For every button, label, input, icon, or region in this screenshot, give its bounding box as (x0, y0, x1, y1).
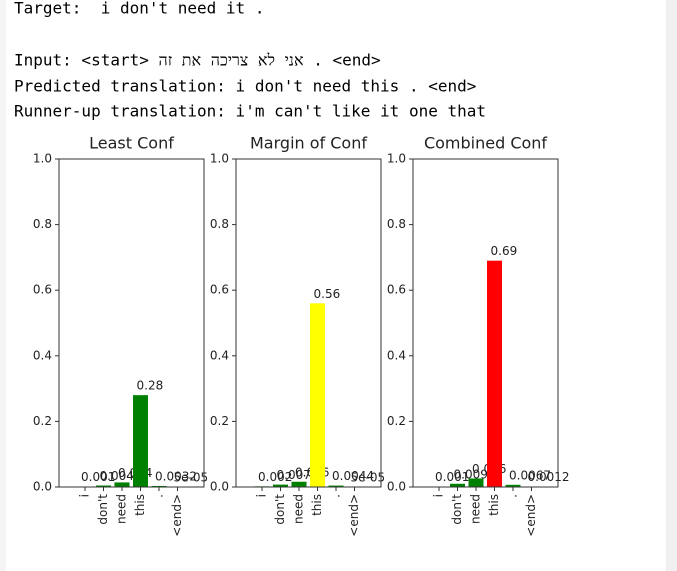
y-tick-label: 0.4 (33, 348, 52, 362)
bar (450, 483, 465, 487)
data-label: 0.0067 (509, 468, 551, 482)
output-line: Input: <start> אני לא צריכה את זה . <end… (14, 51, 381, 70)
bar (468, 478, 484, 487)
data-label: 0.69 (491, 244, 518, 258)
y-tick-label: 0.6 (33, 283, 52, 297)
bar (273, 484, 288, 487)
data-label: 0.28 (137, 379, 164, 393)
axes-frame (58, 158, 205, 488)
data-label: 0.0032 (155, 469, 197, 483)
x-tick-label: <end> (347, 494, 361, 537)
output-line: Target: i don't need it . (14, 0, 264, 18)
scrollbar (666, 0, 677, 571)
x-tick-label: i (255, 494, 269, 497)
bar (133, 395, 148, 487)
y-tick-label: 0.6 (387, 283, 406, 297)
output-line: Predicted translation: i don't need this… (14, 77, 476, 96)
output-line: Runner-up translation: i'm can't like it… (14, 102, 486, 121)
axes-frame (412, 158, 559, 488)
bar (96, 485, 111, 487)
y-tick-label: 0.2 (387, 414, 406, 428)
data-label: 0.0046 (100, 469, 142, 483)
x-tick-label: this (487, 494, 501, 516)
y-tick-label: 1.0 (387, 152, 406, 166)
x-tick-label: . (152, 494, 166, 498)
y-tick-label: 0.8 (210, 217, 229, 231)
chart-title: Combined Conf (424, 134, 547, 153)
x-tick-label: need (469, 494, 483, 524)
y-tick-label: 0.0 (33, 480, 52, 494)
y-tick-label: 0.8 (387, 217, 406, 231)
y-tick-label: 0.2 (33, 414, 52, 428)
axes-frame (235, 158, 382, 488)
y-tick-label: 0.8 (33, 217, 52, 231)
data-label: 0.001 (435, 470, 469, 484)
x-tick-label: . (329, 494, 343, 498)
data-label: 5e-05 (174, 470, 209, 484)
x-tick-label: i (78, 494, 92, 497)
chart-title: Margin of Conf (250, 134, 367, 153)
x-tick-label: i (432, 494, 446, 497)
x-tick-label: don't (273, 494, 287, 525)
data-label: 0.0044 (332, 469, 374, 483)
data-label: 0.56 (314, 287, 341, 301)
data-label: 5e-05 (351, 470, 386, 484)
y-tick-label: 0.4 (210, 348, 229, 362)
y-tick-label: 0.0 (387, 480, 406, 494)
bar (310, 303, 325, 487)
y-tick-label: 0.2 (210, 414, 229, 428)
bar (151, 485, 167, 487)
data-label: 0.0098 (454, 467, 496, 481)
x-tick-label: need (292, 494, 306, 524)
bar (114, 482, 130, 487)
cell-gutter (0, 0, 6, 571)
bar (291, 481, 307, 487)
data-label: 0.001 (81, 470, 115, 484)
y-tick-label: 1.0 (33, 152, 52, 166)
x-tick-label: this (310, 494, 324, 516)
y-tick-label: 1.0 (210, 152, 229, 166)
y-tick-label: 0.0 (210, 480, 229, 494)
x-tick-label: this (133, 494, 147, 516)
y-tick-label: 0.4 (387, 348, 406, 362)
x-tick-label: don't (96, 494, 110, 525)
x-tick-label: . (506, 494, 520, 498)
bar (505, 484, 521, 487)
x-tick-label: need (115, 494, 129, 524)
x-tick-label: <end> (524, 494, 538, 537)
data-label: 0.0073 (277, 468, 319, 482)
data-label: 0.0012 (528, 470, 570, 484)
data-label: 0.002 (258, 470, 292, 484)
chart-title: Least Conf (89, 134, 174, 153)
y-tick-label: 0.6 (210, 283, 229, 297)
x-tick-label: <end> (170, 494, 184, 537)
bar (487, 260, 502, 487)
bar (328, 485, 344, 487)
x-tick-label: don't (450, 494, 464, 525)
